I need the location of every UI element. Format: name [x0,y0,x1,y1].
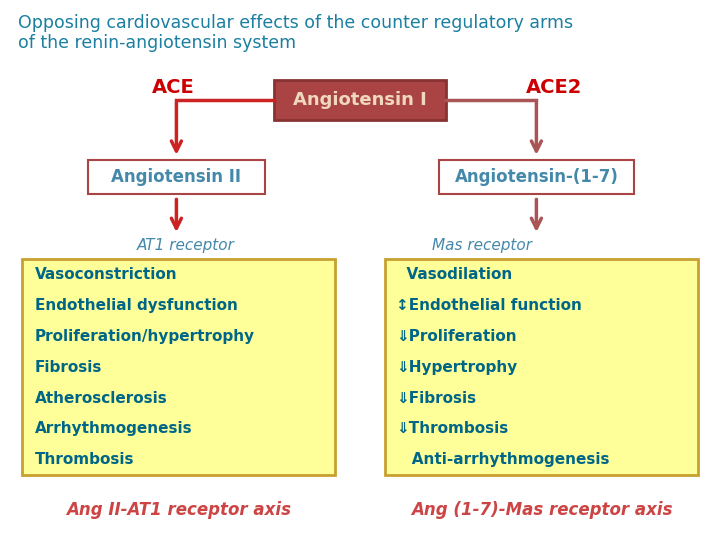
FancyBboxPatch shape [22,259,335,475]
Text: ⇓Fibrosis: ⇓Fibrosis [396,390,476,406]
Text: ⇓Proliferation: ⇓Proliferation [396,329,517,344]
Text: Anti-arrhythmogenesis: Anti-arrhythmogenesis [396,453,610,467]
Text: Mas receptor: Mas receptor [432,238,532,253]
Text: Angiotensin I: Angiotensin I [293,91,427,109]
Text: Angiotensin II: Angiotensin II [112,168,241,186]
Text: ACE: ACE [151,78,194,97]
FancyBboxPatch shape [274,80,446,120]
Text: Endothelial dysfunction: Endothelial dysfunction [35,298,238,313]
Text: Atherosclerosis: Atherosclerosis [35,390,167,406]
Text: ⇓Hypertrophy: ⇓Hypertrophy [396,360,517,375]
Text: Arrhythmogenesis: Arrhythmogenesis [35,421,192,436]
Text: Angiotensin-(1-7): Angiotensin-(1-7) [454,168,618,186]
Text: Fibrosis: Fibrosis [35,360,102,375]
Text: Proliferation/hypertrophy: Proliferation/hypertrophy [35,329,255,344]
Text: ↕Endothelial function: ↕Endothelial function [396,298,582,313]
Text: ⇓Thrombosis: ⇓Thrombosis [396,421,508,436]
Text: ACE2: ACE2 [526,78,582,97]
FancyBboxPatch shape [385,259,698,475]
Text: AT1 receptor: AT1 receptor [137,238,235,253]
Text: Vasoconstriction: Vasoconstriction [35,267,177,282]
Text: Ang (1-7)-Mas receptor axis: Ang (1-7)-Mas receptor axis [410,501,672,519]
FancyBboxPatch shape [439,160,634,194]
Text: Vasodilation: Vasodilation [396,267,512,282]
FancyBboxPatch shape [89,160,265,194]
Text: Ang II-AT1 receptor axis: Ang II-AT1 receptor axis [66,501,291,519]
Text: Opposing cardiovascular effects of the counter regulatory arms
of the renin-angi: Opposing cardiovascular effects of the c… [18,14,573,52]
Text: Thrombosis: Thrombosis [35,453,134,467]
